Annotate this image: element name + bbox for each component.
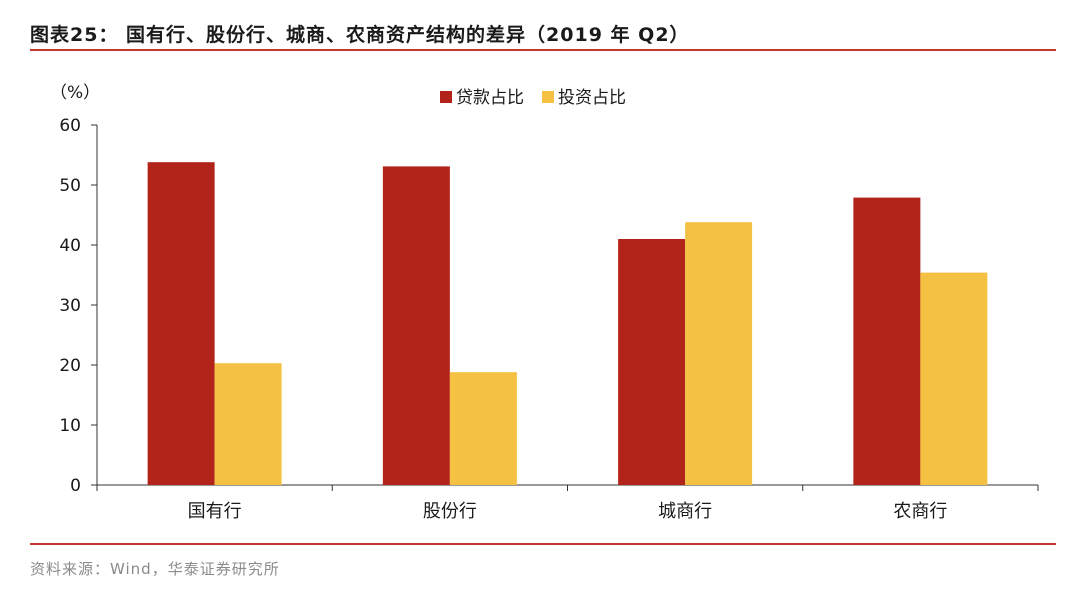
source-note: 资料来源：Wind，华泰证券研究所 [30,560,280,578]
x-tick-label: 城商行 [658,501,712,522]
y-tick-label: 10 [59,416,81,436]
bar-series [147,162,988,485]
bar [214,363,282,485]
title-underline [30,49,1056,51]
y-unit-label: （%） [50,83,100,103]
y-tick-label: 0 [70,476,81,496]
legend-label: 贷款占比 [456,88,524,108]
legend-swatch [440,91,452,103]
footer-rule [30,543,1056,545]
x-tick-label: 股份行 [423,501,477,522]
legend-swatch [542,91,554,103]
x-axis: 国有行 股份行 城商行 农商行 [96,484,1039,522]
bar [382,166,450,485]
chart-legend: 贷款占比 投资占比 [440,88,626,108]
legend-label: 投资占比 [558,88,626,108]
y-tick-label: 30 [59,296,81,316]
y-tick-label: 40 [59,236,81,256]
y-axis: 0 10 20 30 40 50 60 [59,116,98,496]
bar-chart: （%） 贷款占比 投资占比 0 10 20 30 40 50 60 国有行 股份行 城商行 农商行 [50,83,1039,522]
bar [853,197,921,485]
y-tick-label: 20 [59,356,81,376]
bar [920,272,988,485]
figure-title: 图表25： 国有行、股份行、城商、农商资产结构的差异（2019 年 Q2） [30,24,690,46]
y-tick-label: 50 [59,176,81,196]
x-tick-label: 农商行 [893,501,947,522]
bar [618,239,686,485]
bar [685,222,753,485]
y-tick-label: 60 [59,116,81,136]
bar [449,372,517,485]
bar [147,162,215,485]
x-tick-label: 国有行 [188,501,242,522]
